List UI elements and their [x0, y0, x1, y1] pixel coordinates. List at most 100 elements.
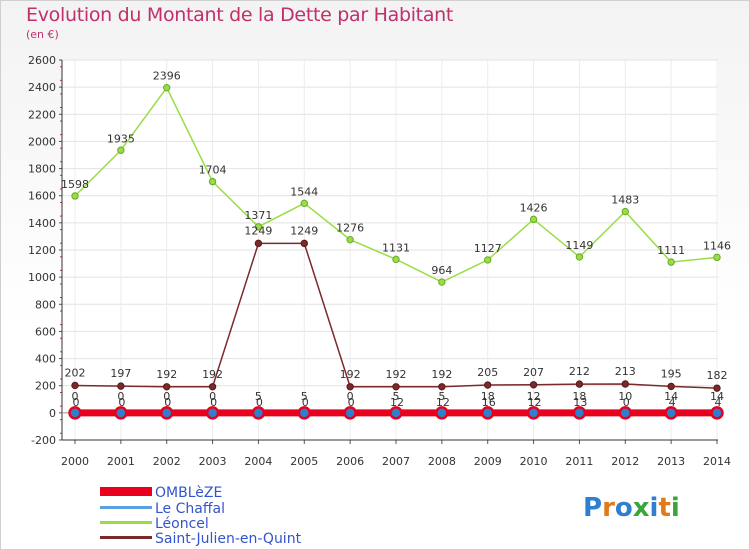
data-label-ombleze: 12: [436, 396, 450, 409]
logo-letter: i: [671, 493, 680, 523]
data-point: [621, 380, 629, 388]
data-label-saint-julien: 207: [523, 366, 544, 379]
x-tick-label: 2013: [657, 455, 685, 468]
data-point: [438, 383, 446, 391]
data-label-leoncel: 1146: [703, 239, 731, 252]
data-point: [526, 406, 541, 420]
y-tick-label: 2200: [28, 108, 56, 121]
data-point: [208, 383, 217, 391]
data-label-ombleze: 12: [390, 396, 404, 409]
data-label-ombleze: 0: [118, 396, 125, 409]
logo-letter: t: [658, 493, 670, 523]
y-tick-label: 800: [35, 298, 56, 311]
x-tick-label: 2007: [382, 455, 410, 468]
data-point: [208, 177, 217, 186]
data-label-leoncel: 1935: [107, 132, 135, 145]
data-point: [117, 146, 125, 154]
data-label-le-chaffal: 5: [393, 390, 400, 403]
data-label-le-chaffal: 0: [209, 390, 216, 403]
data-point: [529, 381, 538, 389]
x-tick-label: 2004: [244, 455, 272, 468]
data-point: [251, 406, 266, 420]
legend-swatch: [100, 506, 152, 509]
data-label-saint-julien: 212: [569, 365, 590, 378]
logo-letter: o: [615, 493, 633, 523]
data-label-le-chaffal: 10: [618, 390, 632, 403]
legend-label: Saint-Julien-en-Quint: [155, 531, 302, 547]
data-point: [392, 255, 400, 264]
data-point: [117, 382, 125, 390]
y-tick-label: 1800: [28, 163, 56, 176]
y-tick-label: 2000: [28, 135, 56, 148]
data-label-le-chaffal: 0: [347, 390, 354, 403]
data-label-ombleze: 4: [669, 396, 676, 409]
data-label-le-chaffal: 14: [710, 390, 724, 403]
data-label-le-chaffal: 5: [438, 390, 445, 403]
data-label-leoncel: 1598: [61, 178, 89, 191]
data-point: [159, 406, 174, 420]
data-label-leoncel: 1483: [611, 194, 639, 207]
data-label-le-chaffal: 0: [163, 390, 170, 403]
data-label-ombleze: 13: [573, 396, 587, 409]
data-point: [389, 406, 403, 420]
data-point: [346, 235, 354, 244]
data-point: [529, 215, 538, 224]
data-point: [713, 384, 721, 392]
x-tick-label: 2006: [336, 455, 364, 468]
y-tick-label: 0: [49, 407, 56, 420]
data-point: [667, 382, 675, 391]
data-point: [713, 253, 721, 262]
data-label-leoncel: 1131: [382, 241, 410, 254]
data-point: [300, 239, 308, 248]
y-tick-label: 1400: [28, 217, 56, 230]
data-label-saint-julien: 202: [65, 366, 86, 379]
data-label-le-chaffal: 14: [664, 390, 678, 403]
data-label-leoncel: 1544: [290, 185, 318, 198]
data-point: [343, 406, 357, 420]
chart-subtitle: (en €): [26, 28, 59, 41]
data-label-le-chaffal: 18: [572, 390, 586, 403]
proxiti-logo: Proxiti: [583, 493, 680, 523]
data-label-saint-julien: 192: [202, 368, 223, 381]
logo-text: Proxiti: [583, 493, 680, 523]
data-label-leoncel: 1426: [520, 201, 548, 214]
data-label-le-chaffal: 5: [301, 390, 308, 403]
data-label-saint-julien: 205: [477, 366, 498, 379]
data-point: [710, 406, 724, 420]
data-point: [484, 256, 492, 264]
data-labels: 1598 1935 2396 1704 1371 1544 1276 1131 964 1127 1…: [61, 70, 731, 409]
data-label-saint-julien: 1249: [244, 224, 272, 237]
data-point: [163, 83, 171, 92]
data-label-ombleze: 0: [210, 396, 217, 409]
data-label-le-chaffal: 0: [72, 390, 79, 403]
data-label-leoncel: 1149: [565, 239, 593, 252]
data-point: [68, 406, 82, 420]
x-tick-label: 2005: [290, 455, 318, 468]
legend-swatch: [100, 521, 152, 524]
logo-letter: x: [633, 493, 650, 523]
data-point: [163, 383, 171, 391]
data-label-ombleze: 0: [256, 396, 263, 409]
data-point: [114, 406, 128, 420]
data-label-saint-julien: 192: [156, 368, 177, 381]
x-tick-label: 2001: [107, 455, 135, 468]
legend-label: Léoncel: [155, 516, 209, 532]
data-label-ombleze: 12: [528, 396, 542, 409]
axes: -200020040060080010001200140016001800200…: [28, 54, 731, 468]
data-point: [346, 383, 354, 391]
y-tick-label: 600: [35, 325, 56, 338]
data-label-ombleze: 0: [164, 396, 171, 409]
y-tick-label: 1600: [28, 190, 56, 203]
data-label-leoncel: 1111: [657, 244, 685, 257]
data-point: [205, 406, 220, 420]
data-label-ombleze: 4: [715, 396, 722, 409]
data-label-leoncel: 1371: [244, 209, 272, 222]
data-point: [254, 239, 263, 248]
x-tick-label: 2003: [199, 455, 227, 468]
legend-swatch-ombleze: [100, 487, 152, 496]
x-tick-label: 2010: [520, 455, 548, 468]
data-point: [575, 380, 584, 388]
x-tick-label: 2002: [153, 455, 181, 468]
data-label-ombleze: 16: [482, 396, 496, 409]
